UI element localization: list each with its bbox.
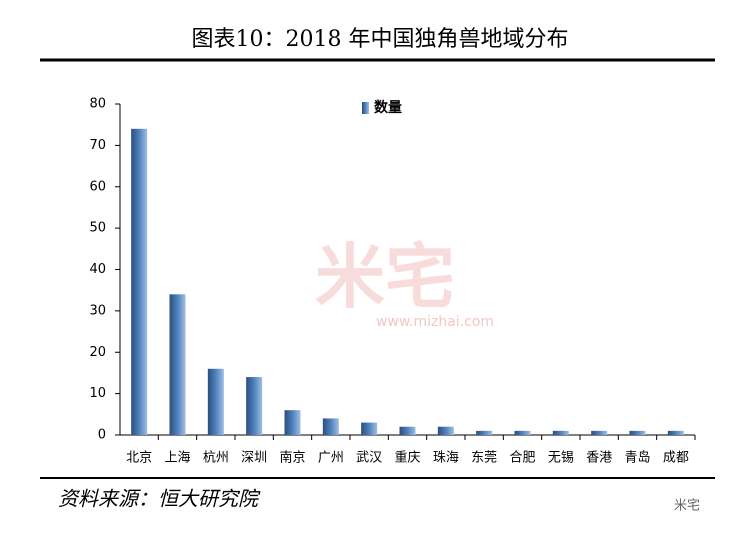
x-tick-label: 无锡 (548, 451, 574, 466)
x-tick-label: 南京 (279, 450, 305, 466)
y-tick-label: 40 (89, 262, 106, 277)
bar (476, 430, 493, 435)
x-tick-label: 香港 (586, 451, 612, 466)
legend-label: 数量 (374, 99, 402, 116)
x-tick-label: 青岛 (624, 450, 650, 466)
x-tick-label: 合肥 (509, 451, 535, 466)
x-tick-label: 杭州 (203, 451, 229, 466)
bar (207, 368, 224, 435)
bar (399, 426, 416, 435)
bar (361, 422, 378, 435)
bar (552, 430, 569, 435)
bar (322, 418, 339, 435)
bar (514, 430, 531, 435)
x-tick-label: 北京 (126, 451, 152, 466)
y-tick-label: 70 (89, 138, 106, 153)
chart-title: 图表10：2018 年中国独角兽地域分布 (192, 27, 569, 52)
watermark: 米宅 (315, 236, 455, 318)
logo: 米宅 (674, 499, 700, 514)
y-tick-label: 80 (89, 97, 106, 112)
x-tick-label: 上海 (164, 451, 190, 466)
x-tick-label: 深圳 (241, 451, 267, 466)
bar (437, 426, 454, 435)
x-tick-label: 广州 (318, 451, 344, 466)
x-tick-label: 东莞 (471, 451, 497, 466)
y-tick-label: 30 (89, 303, 106, 318)
x-tick-label: 珠海 (433, 451, 459, 466)
bar (591, 430, 608, 435)
y-tick-label: 20 (89, 345, 106, 360)
y-tick-label: 50 (89, 221, 106, 236)
legend-swatch (362, 102, 369, 114)
watermark-url: www.mizhai.com (376, 314, 494, 330)
bar (131, 128, 148, 435)
bar (284, 410, 301, 435)
source: 资料来源：恒大研究院 (58, 487, 261, 511)
x-tick-label: 武汉 (356, 451, 382, 466)
bar (667, 430, 684, 435)
bar (169, 294, 186, 435)
y-tick-label: 10 (89, 386, 106, 401)
y-tick-label: 60 (89, 179, 106, 194)
bar (629, 430, 646, 435)
x-tick-label: 成都 (663, 451, 689, 466)
bar (246, 377, 263, 435)
y-tick-label: 0 (98, 428, 106, 443)
x-tick-label: 重庆 (394, 450, 420, 466)
